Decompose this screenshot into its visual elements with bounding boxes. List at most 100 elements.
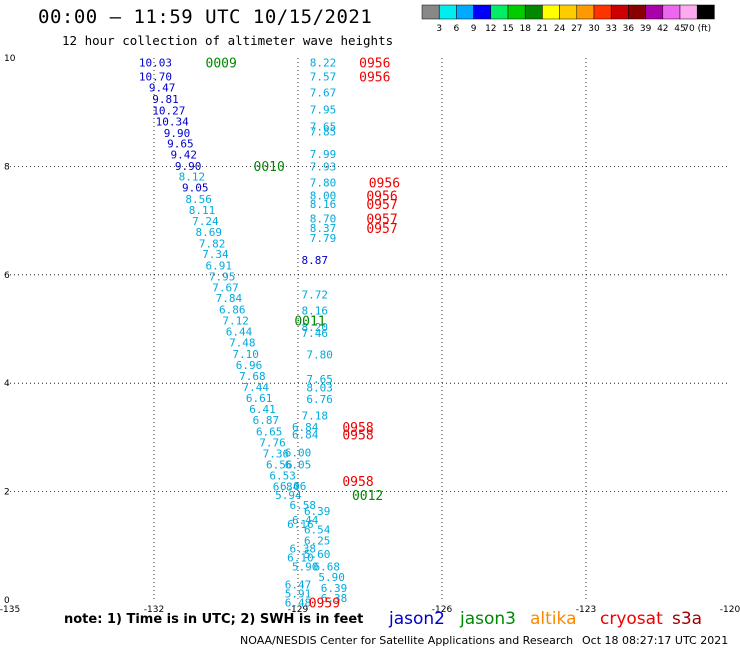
time-label: 0956 [366,190,397,205]
x-tick-label: -135 [0,605,20,615]
scale-label: 6 [454,24,460,34]
data-point-label: 10.03 [139,56,172,69]
data-point-label: 7.46 [302,327,329,340]
data-point-label: 7.85 [310,126,337,139]
time-label: 0959 [309,597,340,612]
data-point-label: 6.00 [285,447,312,460]
data-point-label: 7.84 [216,292,243,305]
data-point-label: 8.00 [310,190,337,203]
data-point-label: 7.93 [310,160,337,173]
scale-swatch [628,4,646,20]
data-point-label: 6.10 [287,552,314,565]
data-point-label: 6.44 [226,326,253,339]
scale-swatch [421,4,440,20]
scale-label: 15 [502,24,513,34]
time-label: 0957 [366,222,397,237]
legend-s3a: s3a [672,609,703,629]
scale-label: 45 [674,24,685,34]
x-tick-label: -126 [432,605,453,615]
data-point-label: 9.47 [149,81,176,94]
data-point-label: 6.38 [290,543,317,556]
legend-altika: altika [530,609,577,629]
data-point-label: 6.84 [292,429,319,442]
data-point-label: 6.53 [269,469,296,482]
scale-swatch [507,4,526,20]
y-tick-label: 0 [4,596,10,606]
scale-label: 70 (ft) [683,24,711,34]
scale-swatch [610,4,629,20]
y-tick-label: 10 [4,54,16,64]
data-point-label: 7.36 [263,448,290,461]
scale-label: 18 [519,24,531,34]
data-point-label: 7.67 [212,281,239,294]
data-point-label: 6.84 [273,481,300,494]
legend-cryosat: cryosat [600,609,663,629]
y-tick-label: 2 [4,488,10,498]
data-point-label: 6.38 [321,592,348,605]
data-point-label: 7.57 [310,70,337,83]
data-point-label: 6.16 [287,518,314,531]
x-tick-label: -123 [576,605,596,615]
data-point-label: 7.76 [259,436,286,449]
data-point-label: 9.90 [175,160,202,173]
data-point-label: 9.81 [152,93,179,106]
data-point-label: 6.39 [321,582,348,595]
scale-swatch [576,4,595,20]
time-label: 0956 [369,177,400,192]
data-point-label: 7.65 [306,373,333,386]
y-tick-label: 6 [4,271,10,281]
legend-jason2: jason2 [389,609,445,629]
y-tick-label: 8 [4,162,10,172]
data-point-label: 6.87 [253,414,280,427]
x-tick-label: -132 [144,605,164,615]
scale-label: 12 [485,24,496,34]
scale-label: 42 [657,24,668,34]
time-label: 0958 [342,475,373,490]
data-point-label: 7.72 [302,288,329,301]
data-point-label: 10.70 [139,70,172,83]
data-point-label: 7.80 [306,348,333,361]
scale-label: 36 [623,24,635,34]
scale-swatch [593,4,612,20]
chart-title: 00:00 — 11:59 UTC 10/15/2021 [38,6,373,28]
scale-swatch [542,4,560,20]
time-label: 0011 [294,314,325,329]
time-label: 0958 [342,421,373,436]
scale-label: 24 [554,24,566,34]
scale-swatch [456,4,474,20]
data-point-label: 9.42 [171,148,198,161]
data-point-label: 6.76 [306,393,333,406]
data-point-label: 6.41 [249,403,276,416]
scale-swatch [559,4,578,20]
data-point-label: 8.20 [302,321,329,334]
data-point-label: 6.56 [266,459,293,472]
scale-label: 30 [588,24,600,34]
data-point-label: 6.86 [219,303,246,316]
data-point-label: 8.16 [302,305,329,318]
data-point-label: 6.54 [304,524,331,537]
scale-swatch [438,4,457,20]
x-tick-label: -120 [720,605,740,615]
data-point-label: 6.65 [256,425,283,438]
data-point-label: 9.65 [167,138,194,151]
data-point-label: 8.69 [195,226,222,239]
data-point-label: 5.90 [292,560,319,573]
time-label: 0957 [366,212,397,227]
data-point-label: 7.99 [310,148,337,161]
data-point-label: 8.22 [310,56,337,69]
data-point-label: 6.48 [285,597,312,610]
data-point-label: 8.12 [179,171,206,184]
data-point-label: 7.18 [302,410,329,423]
data-point-label: 7.34 [202,248,229,261]
data-point-label: 8.70 [310,212,337,225]
data-point-label: 6.61 [246,392,273,405]
data-point-label: 10.27 [152,105,185,118]
data-point-label: 5.94 [275,489,302,502]
data-point-label: 7.48 [229,337,256,350]
data-point-label: 6.96 [236,359,263,372]
data-point-label: 7.12 [222,314,249,327]
scale-swatch [679,4,698,20]
data-point-label: 6.06 [280,480,307,493]
data-point-label: 6.25 [304,534,331,547]
